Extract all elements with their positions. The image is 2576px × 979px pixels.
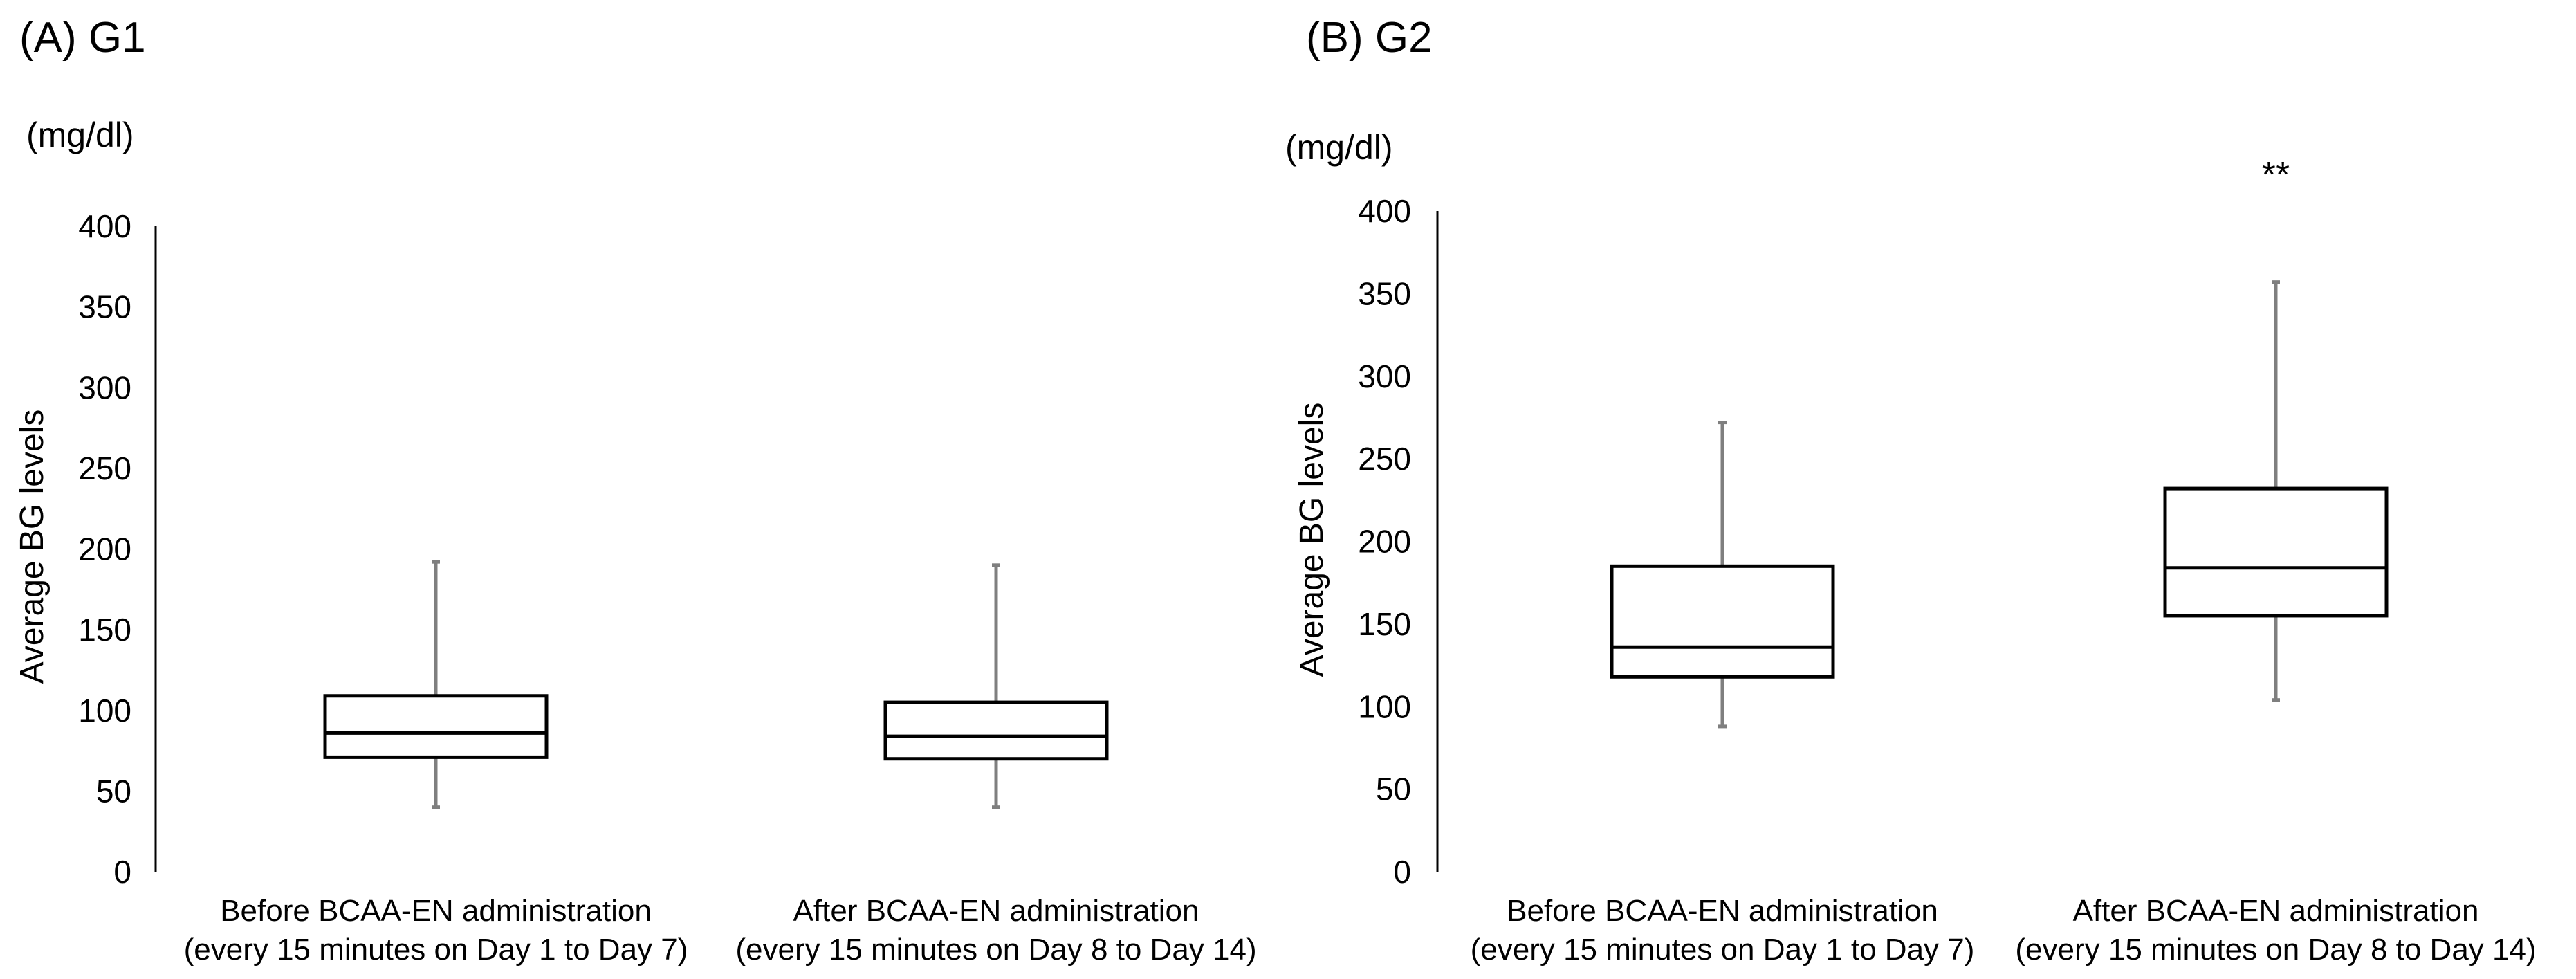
panel-b-category-2-line-1: After BCAA-EN administration	[2073, 894, 2479, 928]
panel-a-y-tick-label-300: 300	[78, 369, 131, 405]
panel-a-category-2-line-2: (every 15 minutes on Day 8 to Day 14)	[735, 933, 1256, 967]
panel-b-boxes	[1610, 280, 2389, 729]
panel-b-y-tick-label-350: 350	[1358, 275, 1411, 311]
panel-a-y-tick-label-400: 400	[78, 208, 131, 244]
panel-b-significance-annotation: **	[2262, 155, 2290, 195]
panel-a-box-2-iqr-box	[883, 700, 1109, 761]
panel-b-category-1-line-2: (every 15 minutes on Day 1 to Day 7)	[1471, 933, 1975, 967]
panel-a-y-axis-title: Average BG levels	[14, 410, 50, 684]
panel-b-y-ticks: 0 50 100 150 200 250 300 350 400	[1358, 193, 1411, 890]
panel-b-y-tick-label-100: 100	[1358, 688, 1411, 724]
panel-b-y-tick-label-400: 400	[1358, 193, 1411, 229]
panel-a-category-labels: Before BCAA-EN administration (every 15 …	[184, 894, 1257, 967]
panel-b-y-tick-label-250: 250	[1358, 441, 1411, 477]
panel-a-category-1-line-1: Before BCAA-EN administration	[220, 894, 652, 928]
panel-b-y-axis-title: Average BG levels	[1294, 403, 1330, 677]
panel-b-unit-label: (mg/dl)	[1285, 128, 1393, 167]
panel-b-box-2-iqr-box	[2163, 486, 2389, 618]
panel-b-category-labels: Before BCAA-EN administration (every 15 …	[1471, 894, 2537, 967]
panel-a-y-ticks: 0 50 100 150 200 250 300 350 400	[78, 208, 131, 890]
panel-b-y-tick-label-0: 0	[1393, 854, 1411, 890]
panel-b-g2: (B) G2 (mg/dl) Average BG levels ** 0 50 1…	[1285, 14, 2537, 967]
panel-a-y-tick-label-0: 0	[113, 854, 131, 890]
panel-b-y-tick-label-50: 50	[1376, 771, 1411, 807]
panel-b-y-tick-label-150: 150	[1358, 606, 1411, 642]
panel-b-category-1-line-1: Before BCAA-EN administration	[1507, 894, 1938, 928]
panel-a-title: (A) G1	[19, 14, 146, 62]
panel-b-category-2-line-2: (every 15 minutes on Day 8 to Day 14)	[2015, 933, 2536, 967]
panel-a-y-tick-label-350: 350	[78, 289, 131, 325]
panel-a-y-tick-label-200: 200	[78, 531, 131, 567]
panel-a-box-1-iqr-box	[323, 694, 549, 759]
panel-a-y-tick-label-150: 150	[78, 612, 131, 648]
panel-a-boxes	[323, 560, 1109, 809]
panel-a-y-tick-label-100: 100	[78, 693, 131, 729]
panel-b-box-1-iqr-box	[1610, 564, 1835, 679]
panel-a-g1: (A) G1 (mg/dl) Average BG levels 0 50 100 1…	[14, 14, 1257, 967]
panel-a-y-tick-label-250: 250	[78, 450, 131, 486]
panel-b-y-tick-label-200: 200	[1358, 524, 1411, 560]
panel-b-title: (B) G2	[1306, 14, 1433, 62]
panel-a-y-tick-label-50: 50	[96, 773, 131, 809]
panel-a-unit-label: (mg/dl)	[26, 116, 134, 154]
panel-a-category-2-line-1: After BCAA-EN administration	[793, 894, 1199, 928]
panel-a-category-1-line-2: (every 15 minutes on Day 1 to Day 7)	[184, 933, 688, 967]
panel-b-y-tick-label-300: 300	[1358, 358, 1411, 394]
